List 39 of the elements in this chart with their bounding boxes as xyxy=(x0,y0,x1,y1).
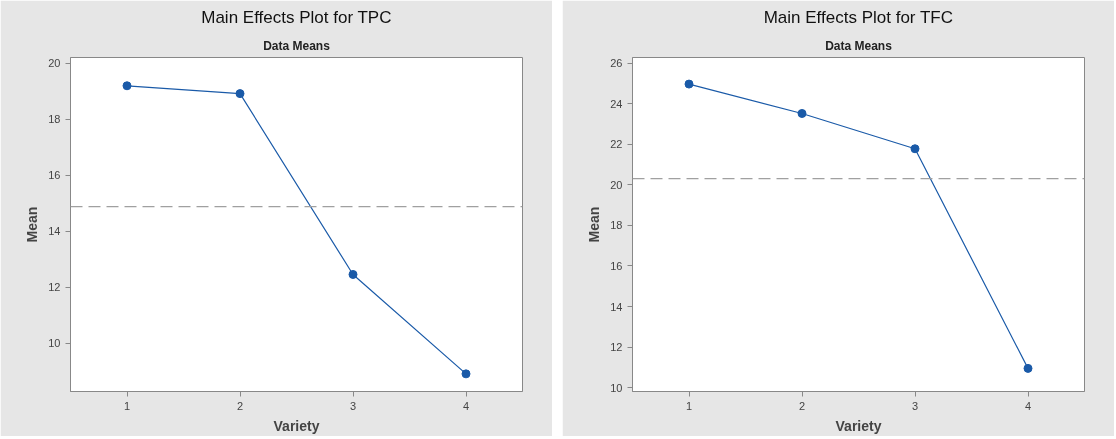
y-tick-label: 10 xyxy=(48,337,61,350)
y-tick-label: 26 xyxy=(610,57,623,70)
y-axis-title: Mean xyxy=(586,206,603,243)
x-tick-label: 3 xyxy=(911,399,919,412)
point xyxy=(797,108,807,118)
point xyxy=(684,79,694,89)
point xyxy=(461,369,471,379)
point xyxy=(235,89,245,99)
y-tick-label: 14 xyxy=(48,225,61,238)
y-tick-label: 10 xyxy=(610,381,623,394)
chart-title: Main Effects Plot for TFC xyxy=(763,7,953,27)
chart-subtitle: Data Means xyxy=(263,38,331,53)
point xyxy=(122,81,132,91)
y-tick-label: 18 xyxy=(610,219,623,232)
y-tick-label: 18 xyxy=(48,113,61,126)
x-tick-label: 2 xyxy=(236,399,244,412)
y-tick-label: 14 xyxy=(610,300,623,313)
y-tick-label: 24 xyxy=(610,97,623,110)
y-tick-label: 20 xyxy=(610,178,623,191)
x-tick-label: 1 xyxy=(123,399,131,412)
y-tick-label: 22 xyxy=(610,138,623,151)
x-tick-label: 1 xyxy=(685,399,693,412)
chart-title: Main Effects Plot for TPC xyxy=(201,7,392,27)
y-tick-label: 20 xyxy=(48,57,61,70)
x-axis-title: Variety xyxy=(835,417,882,434)
x-axis-title: Variety xyxy=(273,417,320,434)
y-axis-title: Mean xyxy=(24,206,41,243)
x-tick-label: 2 xyxy=(798,399,806,412)
chart-subtitle: Data Means xyxy=(825,38,893,53)
point xyxy=(910,144,920,154)
point xyxy=(1023,363,1033,373)
x-tick-label: 4 xyxy=(462,399,470,412)
point xyxy=(348,269,358,279)
x-tick-label: 3 xyxy=(349,399,357,412)
y-tick-label: 12 xyxy=(48,281,61,294)
y-tick-label: 12 xyxy=(610,341,623,354)
y-tick-label: 16 xyxy=(48,169,61,182)
y-tick-label: 16 xyxy=(610,259,623,272)
x-tick-label: 4 xyxy=(1024,399,1032,412)
